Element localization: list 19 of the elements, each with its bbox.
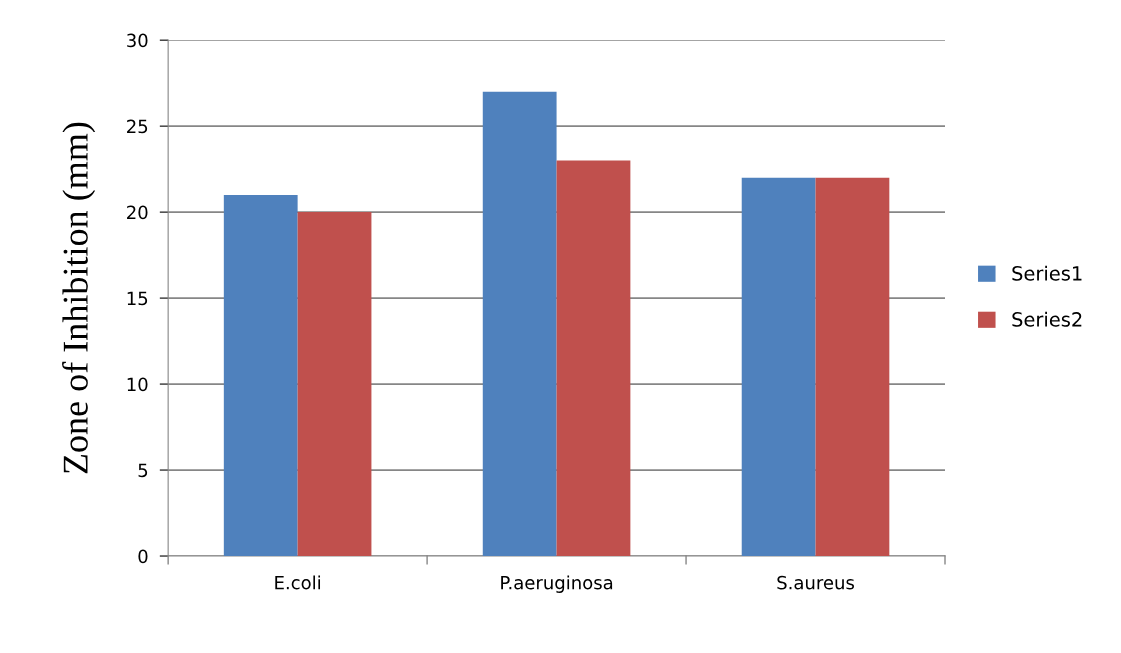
bar <box>556 160 631 557</box>
legend-label: Series1 <box>1012 265 1082 281</box>
y-tick-label: 30 <box>127 33 148 48</box>
bar <box>815 177 890 557</box>
bar <box>482 91 557 557</box>
y-tick-label: 25 <box>127 119 148 134</box>
y-tick-label: 15 <box>127 291 148 306</box>
y-tick-label: 10 <box>127 377 148 392</box>
x-tick-label: E.coli <box>275 575 321 590</box>
y-axis-title: Zone of Inhibition (mm) <box>62 122 96 474</box>
y-tick-label: 0 <box>138 549 148 564</box>
bar <box>297 212 372 557</box>
x-tick-label: P.aeruginosa <box>501 575 613 593</box>
x-tick-label: S.aureus <box>777 575 854 590</box>
bar <box>223 194 298 557</box>
legend-label: Series2 <box>1012 311 1082 327</box>
y-tick-label: 20 <box>127 205 148 220</box>
y-tick-label: 5 <box>138 463 148 478</box>
bar <box>741 177 816 557</box>
